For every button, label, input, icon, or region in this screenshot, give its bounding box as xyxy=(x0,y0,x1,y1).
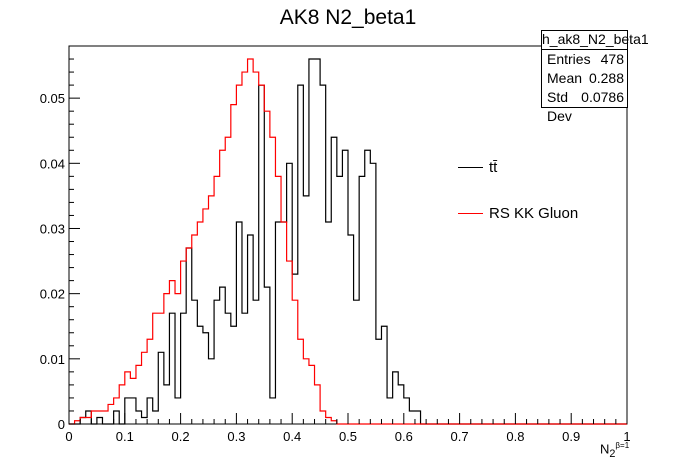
y-tick-label: 0.03 xyxy=(40,221,65,236)
legend-label: tt̄ xyxy=(489,159,498,176)
x-tick-label: 0.1 xyxy=(116,429,134,444)
x-tick-label: 0.6 xyxy=(395,429,413,444)
y-tick-label: 0.04 xyxy=(40,156,65,171)
stats-name: h_ak8_N2_beta1 xyxy=(542,31,649,50)
stats-box: h_ak8_N2_beta1 Entries 478 Mean 0.288 St… xyxy=(541,30,649,124)
x-tick-label: 0.3 xyxy=(227,429,245,444)
stats-label: Std Dev xyxy=(547,89,572,124)
legend-label: RS KK Gluon xyxy=(489,205,579,222)
x-tick-label: 0.7 xyxy=(451,429,469,444)
y-tick-label: 0.05 xyxy=(40,91,65,106)
series-line-0 xyxy=(69,58,627,425)
x-tick-label: 0.5 xyxy=(339,429,357,444)
legend-entry-rs-kk-gluon: RS KK Gluon xyxy=(458,205,578,222)
x-tick-label: 0 xyxy=(65,429,72,444)
x-tick-label: 0.4 xyxy=(283,429,301,444)
stats-row-mean: Mean 0.288 xyxy=(542,69,627,88)
stats-value: 0.288 xyxy=(588,70,624,86)
x-tick-label: 0.2 xyxy=(172,429,190,444)
stats-row-entries: Entries 478 xyxy=(542,50,627,69)
stats-row-stddev: Std Dev 0.0786 xyxy=(542,88,627,124)
stats-value: 478 xyxy=(600,51,624,67)
y-tick-label: 0.02 xyxy=(40,287,65,302)
x-tick-label: 1 xyxy=(623,429,630,444)
y-tick-label: 0 xyxy=(58,417,65,432)
x-axis-title-sup: β=1 xyxy=(615,441,630,450)
stats-value: 0.0786 xyxy=(581,89,624,105)
stats-label: Mean xyxy=(547,70,583,86)
x-tick-label: 0.9 xyxy=(562,429,580,444)
stats-label: Entries xyxy=(547,51,591,67)
legend-entry-ttbar: tt̄ xyxy=(458,159,497,176)
legend-swatch xyxy=(458,213,483,214)
y-tick-label: 0.01 xyxy=(40,352,65,367)
legend-swatch xyxy=(458,167,483,168)
series-line-1 xyxy=(69,58,627,425)
x-axis-title: N2β=1 xyxy=(600,441,629,460)
x-tick-label: 0.8 xyxy=(506,429,524,444)
x-axis-title-main: N xyxy=(600,441,610,457)
x-axis-title-sub: 2 xyxy=(609,447,616,460)
chart-title: AK8 N2_beta1 xyxy=(279,6,417,29)
